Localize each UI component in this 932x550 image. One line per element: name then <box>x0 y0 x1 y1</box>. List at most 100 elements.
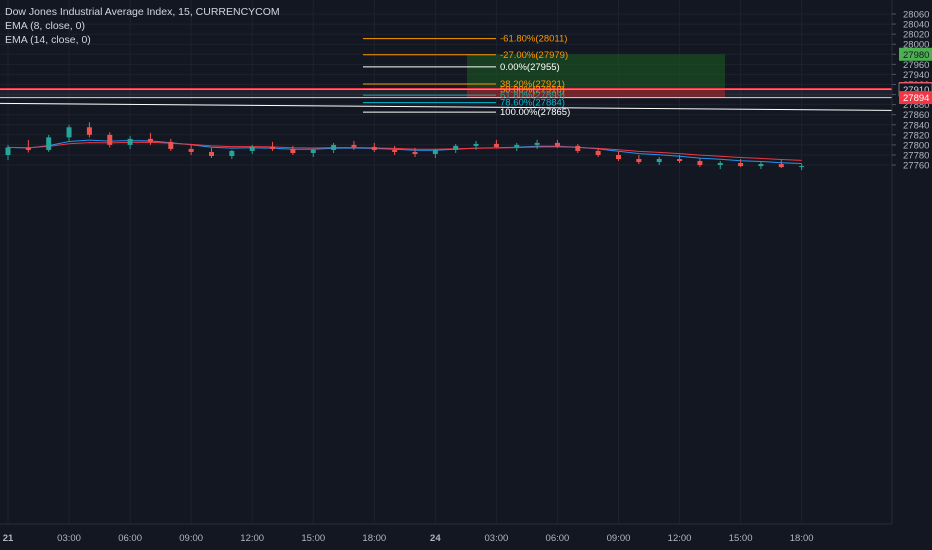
candle-body-36 <box>738 163 744 167</box>
ema-8-label[interactable]: EMA (8, close, 0) <box>5 20 85 32</box>
stop-zone <box>467 89 725 98</box>
price-tick-label-13: 28020 <box>903 30 929 41</box>
candle-body-15 <box>310 149 316 153</box>
fib-label-2: 0.00%(27955) <box>500 62 560 73</box>
trendline[interactable] <box>0 102 932 136</box>
trendline-line <box>0 102 932 112</box>
candle-body-21 <box>432 149 438 154</box>
candle-body-1 <box>25 147 31 150</box>
price-tick-label-5: 27860 <box>903 110 929 121</box>
candle-body-39 <box>799 166 805 168</box>
time-tick-label-1: 03:00 <box>57 533 81 544</box>
price-tick-label-2: 27800 <box>903 140 929 151</box>
candle-body-2 <box>46 137 52 150</box>
candle-body-31 <box>636 159 642 163</box>
candle-body-25 <box>514 144 520 147</box>
time-tick-label-13: 18:00 <box>790 533 814 544</box>
price-tick-label-9: 27940 <box>903 70 929 81</box>
candles <box>5 122 805 171</box>
price-tick-label-10: 27960 <box>903 60 929 71</box>
candle-body-34 <box>697 161 703 166</box>
candle-body-16 <box>331 144 337 150</box>
price-tick-label-15: 28060 <box>903 10 929 21</box>
time-tick-label-0: 21 <box>3 533 14 544</box>
ema-8-line-0 <box>7 139 802 164</box>
price-labels: 27980279122791027894 <box>898 47 932 105</box>
price-label-bg-0 <box>899 47 932 61</box>
time-axis[interactable]: 21 03:00 06:00 09:00 12:00 15:00 18:00 24 03:00 0… <box>0 523 932 550</box>
candle-body-6 <box>127 138 133 145</box>
time-tick-label-7: 24 <box>430 533 441 544</box>
candle-body-24 <box>493 143 499 147</box>
candle-body-20 <box>412 151 418 154</box>
candle-body-14 <box>290 148 296 153</box>
chart-title[interactable]: Dow Jones Industrial Average Index, 15, … <box>5 6 280 18</box>
candle-body-5 <box>107 134 113 145</box>
ema-14-label[interactable]: EMA (14, close, 0) <box>5 34 91 46</box>
candle-body-28 <box>575 145 581 151</box>
price-tick-label-0: 27760 <box>903 161 929 172</box>
fib-label-0: -61.80%(28011) <box>500 34 567 45</box>
ema-lines <box>7 139 802 164</box>
candle-body-37 <box>758 164 764 167</box>
highlight-band <box>0 88 892 98</box>
candle-body-32 <box>656 159 662 163</box>
time-tick-label-5: 15:00 <box>301 533 325 544</box>
candle-body-19 <box>392 149 398 152</box>
fib-label-3: 38.20%(27921) <box>500 79 565 90</box>
candle-body-23 <box>473 143 479 146</box>
fib-label-7: 100.00%(27865) <box>500 107 570 118</box>
time-tick-label-11: 12:00 <box>668 533 692 544</box>
candle-body-0 <box>5 147 11 155</box>
time-tick-label-3: 09:00 <box>179 533 203 544</box>
candle-body-4 <box>86 127 92 135</box>
candle-body-9 <box>188 148 194 152</box>
candle-body-27 <box>554 142 560 146</box>
fibonacci-retracement[interactable]: -61.80%(28011) -27.00%(27979)0.00%(27955)… <box>363 34 570 119</box>
time-tick-label-10: 09:00 <box>607 533 631 544</box>
candle-body-12 <box>249 146 255 151</box>
time-tick-label-9: 06:00 <box>546 533 570 544</box>
price-tick-label-6: 27880 <box>903 100 929 111</box>
price-tick-label-4: 27840 <box>903 120 929 131</box>
target-zone <box>467 54 725 90</box>
candle-body-33 <box>677 159 683 162</box>
candle-body-3 <box>66 127 72 138</box>
candle-body-13 <box>270 146 276 149</box>
candle-body-8 <box>168 141 174 149</box>
candle-body-10 <box>209 151 214 156</box>
time-tick-label-8: 03:00 <box>485 533 509 544</box>
candle-body-35 <box>717 163 723 166</box>
price-tick-label-12: 28000 <box>903 40 929 51</box>
fib-label-4: 50.00%(27910) <box>500 85 565 96</box>
position-zones <box>467 54 725 98</box>
candle-body-17 <box>351 144 357 147</box>
time-tick-label-4: 12:00 <box>240 533 264 544</box>
grid <box>0 0 892 524</box>
price-label-bg-3 <box>899 91 932 105</box>
fib-label-6: 78.60%(27884) <box>500 98 565 109</box>
candle-body-22 <box>453 145 459 150</box>
ema-14-line-0 <box>7 141 802 161</box>
price-label-0: 27980 <box>903 50 929 61</box>
price-tick-label-1: 27780 <box>903 150 929 161</box>
candle-body-29 <box>595 150 601 155</box>
candle-body-11 <box>229 150 235 156</box>
time-tick-label-12: 15:00 <box>729 533 753 544</box>
fib-label-1: -27.00%(27979) <box>500 50 568 61</box>
candle-body-18 <box>371 146 377 150</box>
time-tick-label-6: 18:00 <box>362 533 386 544</box>
candle-body-26 <box>534 142 540 145</box>
price-tick-label-14: 28040 <box>903 20 929 31</box>
candle-body-7 <box>147 138 153 142</box>
candle-body-38 <box>778 164 784 168</box>
fib-label-5: 61.80%(27899) <box>500 90 565 101</box>
time-axis-bg <box>0 524 932 550</box>
time-tick-label-2: 06:00 <box>118 533 142 544</box>
price-label-2: 27910 <box>903 85 929 96</box>
price-tick-label-3: 27820 <box>903 130 929 141</box>
price-label-3: 27894 <box>903 93 929 104</box>
candle-body-30 <box>616 154 621 160</box>
